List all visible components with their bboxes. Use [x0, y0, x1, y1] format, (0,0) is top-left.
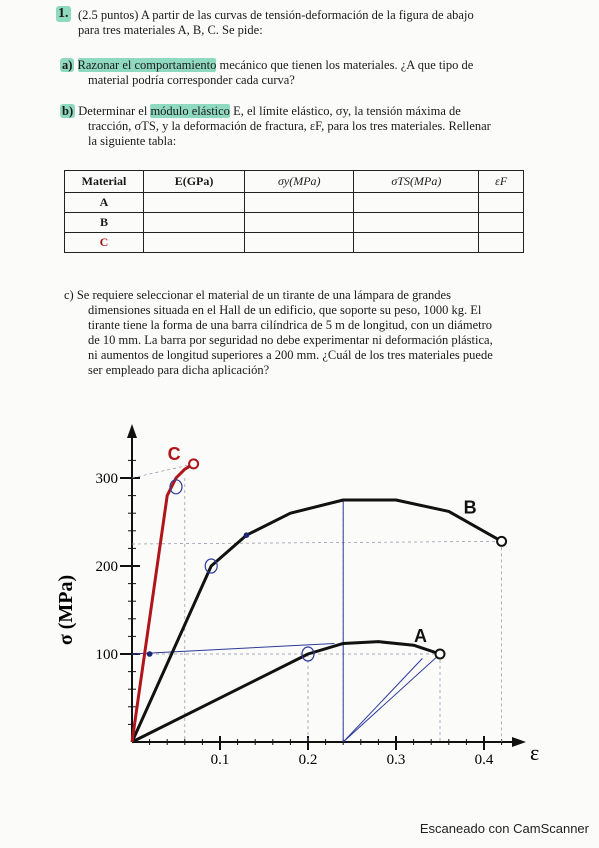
curve-label-b: B [464, 497, 477, 517]
row-material-c: C [64, 232, 144, 253]
part-b-line-1: E, el límite elástico, σy, la tensión má… [229, 104, 461, 118]
header-sigma-y: σy(MPa) [244, 170, 355, 193]
properties-table: Material E(GPa) σy(MPa) σTS(MPa) εF A B … [64, 170, 524, 253]
pen-dot [146, 651, 153, 657]
curve-c [130, 462, 195, 743]
question-intro: (2.5 puntos) A partir de las curvas de t… [78, 8, 548, 38]
header-epsilon-f: εF [478, 170, 524, 193]
table-row: B [64, 212, 524, 233]
part-c-line-2: dimensiones situada en el Hall de un edi… [88, 303, 482, 317]
x-axis-arrow [512, 737, 526, 747]
pen-annotation [342, 658, 423, 743]
x-tick-label: 0.4 [475, 752, 494, 768]
fracture-point-a [434, 648, 446, 660]
curve-label-a: A [414, 626, 427, 646]
x-tick-label: 0.3 [387, 752, 406, 768]
part-b-highlight: módulo elástico [150, 104, 230, 118]
header-sigma-ts: σTS(MPa) [353, 170, 480, 193]
yield-mark [301, 646, 315, 662]
x-axis-label: ε [530, 740, 539, 765]
x-tick-label: 0.1 [211, 752, 230, 768]
header-material: Material [64, 170, 144, 193]
pen-annotation [131, 642, 335, 655]
question-number: 1. [56, 6, 71, 22]
pen-dot [243, 532, 250, 538]
cell[interactable] [244, 192, 355, 213]
part-c: c) Se requiere seleccionar el material d… [64, 288, 534, 378]
construction-line [131, 463, 194, 479]
cell[interactable] [142, 192, 246, 213]
fracture-point-b [496, 535, 508, 547]
intro-line-1: (2.5 puntos) A partir de las curvas de t… [78, 8, 474, 22]
construction-line [131, 541, 502, 545]
scanner-watermark: Escaneado con CamScanner [419, 821, 589, 836]
part-b-pre: Determinar el [78, 104, 151, 118]
part-b-line-3: la siguiente tabla: [88, 134, 177, 148]
part-a-text: mecánico que tienen los materiales. ¿A q… [216, 58, 474, 72]
pen-annotation [342, 653, 441, 743]
header-e: E(GPa) [142, 170, 246, 193]
part-a-line-2: material podría corresponder cada curva? [88, 73, 295, 87]
y-axis-arrow [127, 424, 137, 438]
y-axis-label: σ (MPa) [55, 575, 77, 645]
part-c-label: c) [64, 288, 74, 302]
cell[interactable] [142, 212, 246, 233]
cell[interactable] [478, 232, 524, 253]
table-header-row: Material E(GPa) σy(MPa) σTS(MPa) εF [64, 170, 524, 193]
curve-a [131, 640, 441, 744]
x-tick-label: 0.2 [299, 752, 318, 768]
part-b-line-2: tracción, σTS, y la deformación de fract… [88, 119, 491, 133]
intro-line-2: para tres materiales A, B, C. Se pide: [78, 23, 263, 37]
yield-mark [204, 558, 218, 574]
cell[interactable] [353, 192, 480, 213]
part-a-label: a) [60, 58, 75, 72]
table-row: A [64, 192, 524, 213]
part-c-line-3: tirante tiene la forma de una barra cilí… [88, 318, 493, 332]
part-c-line-5: ni aumentos de longitud superiores a 200… [88, 348, 493, 362]
cell[interactable] [353, 232, 480, 253]
part-c-line-4: de 10 mm. La barra por seguridad no debe… [88, 333, 493, 347]
curve-b [130, 498, 503, 743]
curve-label-c: C [168, 444, 181, 464]
stress-strain-chart: 100 200 300 0.1 0.2 0.3 0.4 σ (MPa) ε A B C [55, 424, 539, 768]
y-tick-label: 300 [96, 471, 119, 487]
row-material-b: B [64, 212, 144, 233]
row-material-a: A [64, 192, 144, 213]
part-a-highlight: Razonar el comportamiento [77, 58, 217, 72]
fracture-point-c [188, 458, 200, 470]
cell[interactable] [244, 232, 355, 253]
part-b: b) Determinar el módulo elástico E, el l… [60, 104, 530, 149]
cell[interactable] [244, 212, 355, 233]
cell[interactable] [478, 192, 524, 213]
part-c-line-6: ser empleado para dicha aplicación? [88, 363, 270, 377]
y-tick-label: 100 [96, 647, 119, 663]
y-tick-label: 200 [96, 559, 119, 575]
cell[interactable] [142, 232, 246, 253]
part-b-label: b) [60, 104, 76, 118]
cell[interactable] [478, 212, 524, 233]
part-a: a) Razonar el comportamiento mecánico qu… [60, 58, 530, 88]
cell[interactable] [353, 212, 480, 233]
part-c-line-1: Se requiere seleccionar el material de u… [76, 288, 451, 302]
table-row: C [64, 232, 524, 253]
yield-mark [169, 479, 183, 495]
